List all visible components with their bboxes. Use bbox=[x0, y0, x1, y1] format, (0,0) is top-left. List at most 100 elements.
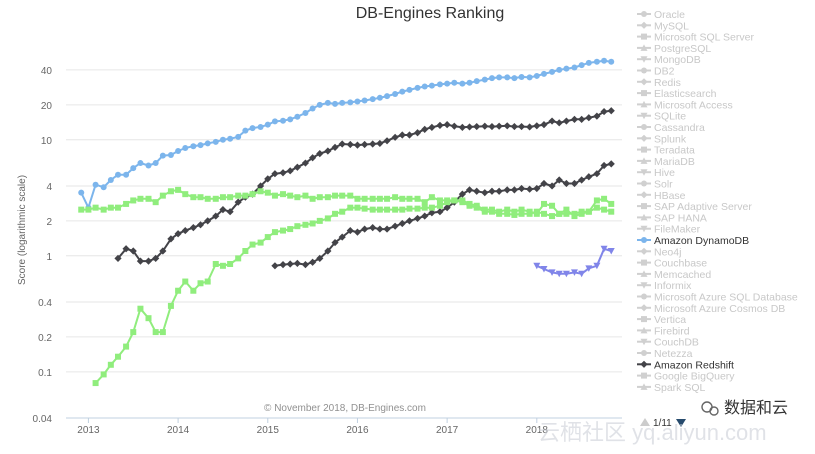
legend-item-amazon-dynamodb[interactable]: Amazon DynamoDB bbox=[637, 235, 749, 247]
legend-item-google-bigquery[interactable]: Google BigQuery bbox=[637, 371, 735, 383]
data-point bbox=[533, 262, 541, 270]
data-point bbox=[159, 329, 166, 336]
data-point bbox=[549, 68, 556, 75]
data-point bbox=[286, 260, 294, 268]
data-point bbox=[585, 208, 592, 215]
data-point bbox=[145, 162, 152, 169]
legend-marker bbox=[641, 33, 647, 40]
data-point bbox=[114, 254, 122, 262]
data-point bbox=[548, 182, 556, 190]
legend-label: Amazon DynamoDB bbox=[654, 235, 749, 247]
data-point bbox=[234, 198, 242, 206]
legend-item-amazon-redshift[interactable]: Amazon Redshift bbox=[637, 359, 734, 371]
legend-item-sqlite[interactable]: SQLite bbox=[637, 111, 686, 123]
legend-item-hbase[interactable]: HBase bbox=[637, 190, 686, 202]
data-point bbox=[338, 140, 346, 148]
pager-down-arrow-icon[interactable] bbox=[676, 419, 686, 427]
data-point bbox=[309, 154, 317, 162]
legend-label: SAP Adaptive Server bbox=[654, 201, 752, 213]
data-point bbox=[443, 204, 451, 212]
data-point bbox=[115, 204, 122, 211]
legend-item-splunk[interactable]: Splunk bbox=[637, 133, 687, 145]
legend-item-hive[interactable]: Hive bbox=[637, 167, 675, 179]
data-point bbox=[159, 192, 166, 199]
data-point bbox=[302, 110, 309, 117]
legend-item-solr[interactable]: Solr bbox=[637, 179, 673, 191]
legend-item-mysql[interactable]: MySQL bbox=[637, 20, 689, 32]
data-point bbox=[391, 133, 399, 141]
pager-up-arrow-icon[interactable] bbox=[640, 418, 650, 426]
data-point bbox=[137, 160, 144, 167]
legend-item-microsoft-azure-sql-database[interactable]: Microsoft Azure SQL Database bbox=[637, 292, 798, 304]
legend-item-oracle[interactable]: Oracle bbox=[637, 9, 685, 21]
legend-label: SQLite bbox=[654, 111, 686, 123]
data-point bbox=[398, 219, 406, 228]
data-point bbox=[145, 315, 152, 322]
data-point bbox=[421, 199, 428, 206]
data-point bbox=[414, 205, 421, 212]
data-point bbox=[526, 185, 534, 193]
data-point bbox=[242, 248, 249, 255]
data-point bbox=[562, 179, 570, 188]
data-point bbox=[167, 302, 174, 309]
legend-item-cassandra[interactable]: Cassandra bbox=[637, 122, 705, 134]
data-point bbox=[361, 225, 369, 233]
legend-item-vertica[interactable]: Vertica bbox=[637, 314, 686, 326]
data-point bbox=[384, 93, 391, 100]
legend-item-redis[interactable]: Redis bbox=[637, 77, 681, 89]
legend-item-db2[interactable]: DB2 bbox=[637, 66, 675, 78]
legend-item-microsoft-access[interactable]: Microsoft Access bbox=[637, 99, 733, 111]
data-point bbox=[488, 122, 496, 131]
legend-item-microsoft-sql-server[interactable]: Microsoft SQL Server bbox=[637, 32, 754, 44]
data-point bbox=[421, 212, 429, 220]
data-point bbox=[376, 195, 383, 202]
legend-item-firebird[interactable]: Firebird bbox=[637, 325, 690, 337]
legend-item-memcached[interactable]: Memcached bbox=[637, 269, 711, 281]
legend-item-teradata[interactable]: Teradata bbox=[637, 145, 695, 157]
data-point bbox=[414, 195, 421, 202]
data-point bbox=[301, 159, 310, 167]
plot-grid bbox=[66, 69, 622, 419]
data-point bbox=[578, 208, 585, 215]
legend-marker bbox=[640, 304, 648, 312]
legend-item-filemaker[interactable]: FileMaker bbox=[637, 224, 701, 236]
data-point bbox=[204, 278, 211, 285]
legend-item-netezza[interactable]: Netezza bbox=[637, 348, 693, 360]
data-point bbox=[264, 175, 272, 183]
data-point bbox=[578, 115, 586, 123]
legend-label: SAP HANA bbox=[654, 212, 707, 224]
legend-item-couchbase[interactable]: Couchbase bbox=[637, 258, 707, 270]
data-point bbox=[405, 131, 414, 139]
legend-item-postgresql[interactable]: PostgreSQL bbox=[637, 43, 711, 55]
data-point bbox=[227, 135, 234, 142]
data-point bbox=[227, 260, 234, 267]
y-tick-label: 4 bbox=[46, 182, 52, 193]
legend-item-mariadb[interactable]: MariaDB bbox=[637, 156, 695, 168]
legend-item-mongodb[interactable]: MongoDB bbox=[637, 54, 701, 66]
legend-marker bbox=[641, 203, 647, 210]
legend-item-microsoft-azure-cosmos-db[interactable]: Microsoft Azure Cosmos DB bbox=[637, 303, 785, 315]
legend-item-neo4j[interactable]: Neo4j bbox=[637, 246, 681, 258]
legend-item-sap-hana[interactable]: SAP HANA bbox=[637, 212, 707, 224]
data-point bbox=[123, 200, 130, 207]
data-point bbox=[585, 114, 593, 122]
legend-item-informix[interactable]: Informix bbox=[637, 280, 692, 292]
legend-marker bbox=[641, 146, 647, 153]
y-tick-label: 0.2 bbox=[38, 333, 52, 344]
legend-item-sap-adaptive-server[interactable]: SAP Adaptive Server bbox=[637, 201, 752, 213]
data-point bbox=[466, 79, 473, 86]
data-point bbox=[159, 152, 166, 159]
data-point bbox=[309, 258, 317, 266]
data-point bbox=[384, 195, 391, 202]
legend-item-elasticsearch[interactable]: Elasticsearch bbox=[637, 88, 717, 100]
data-point bbox=[526, 210, 533, 217]
legend-item-couchdb[interactable]: CouchDB bbox=[637, 337, 699, 349]
data-point bbox=[316, 101, 323, 108]
legend-marker bbox=[640, 134, 648, 142]
legend-label: Google BigQuery bbox=[654, 371, 735, 383]
data-point bbox=[383, 225, 391, 233]
legend-item-spark-sql[interactable]: Spark SQL bbox=[637, 382, 706, 394]
data-point bbox=[504, 206, 511, 213]
data-point bbox=[369, 96, 376, 103]
data-point bbox=[414, 84, 421, 91]
